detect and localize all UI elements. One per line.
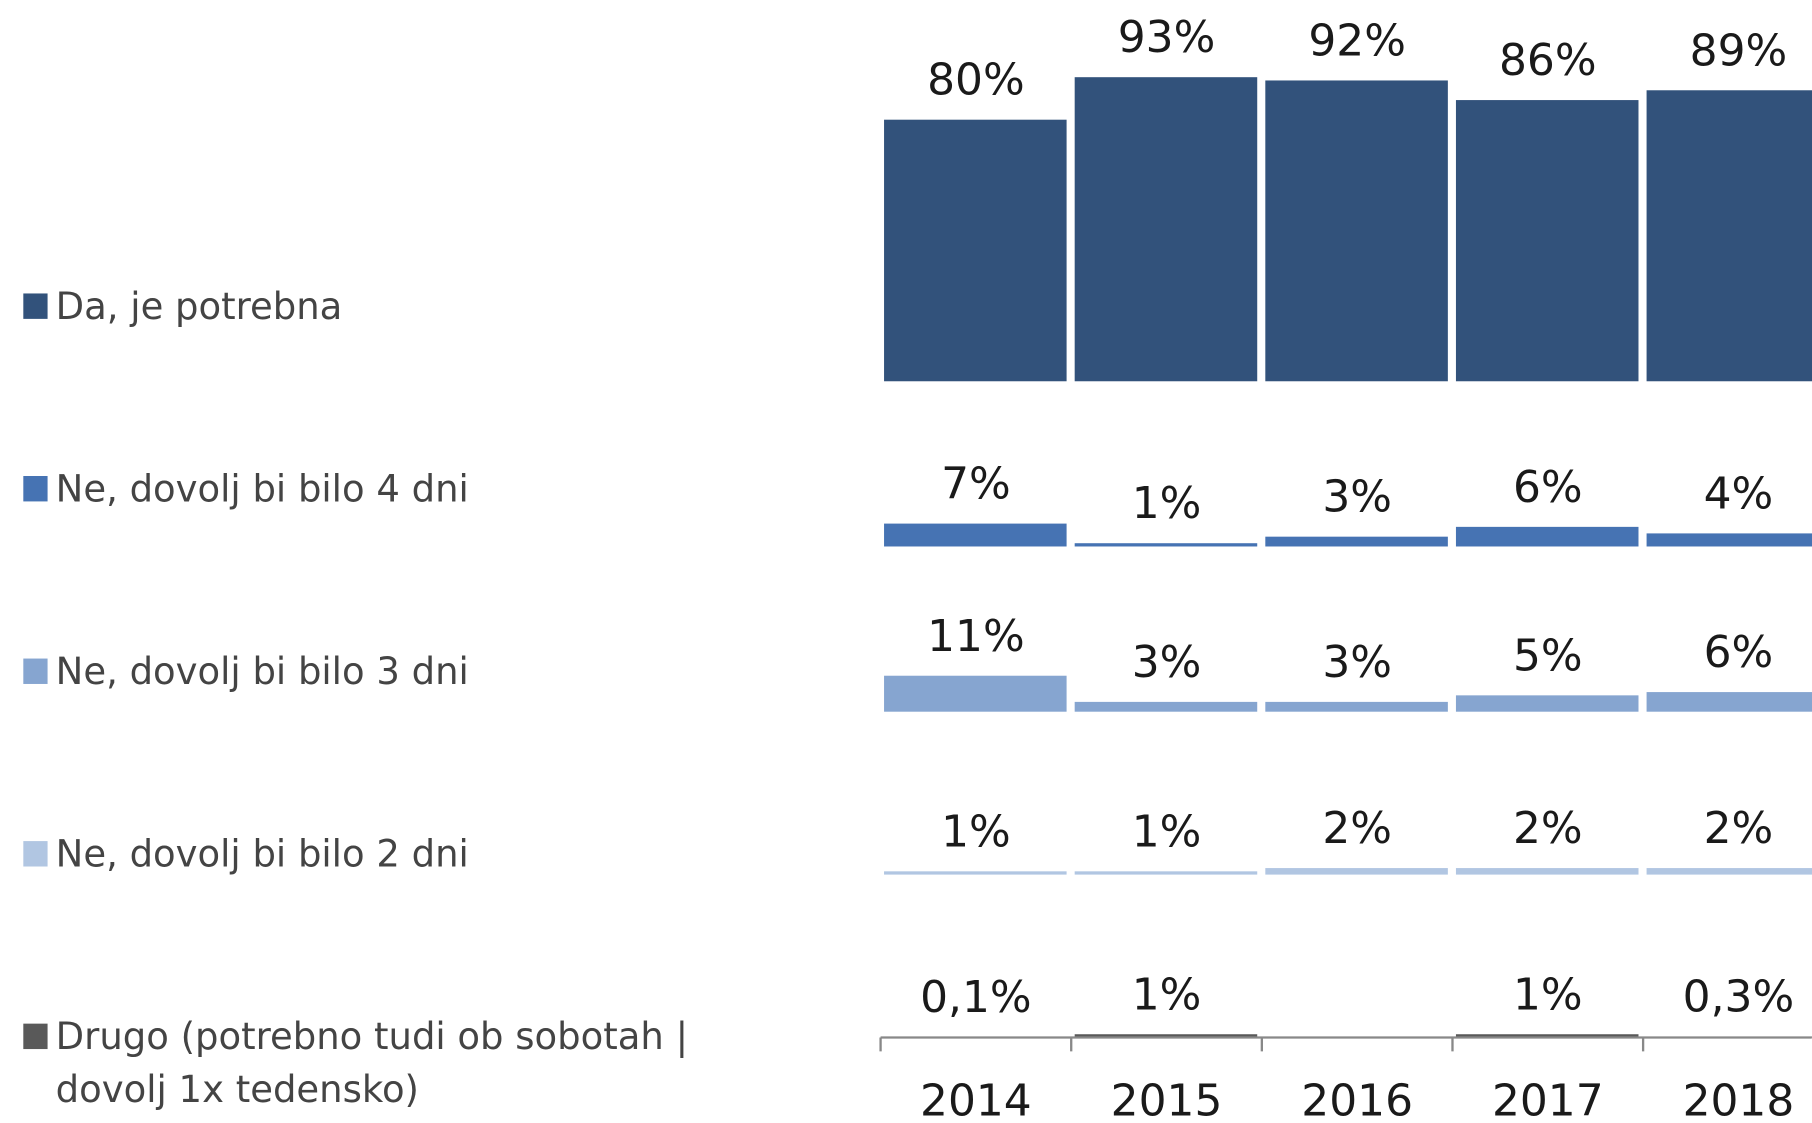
data-label: 89%: [1690, 25, 1788, 76]
legend-label: Ne, dovolj bi bilo 2 dni: [55, 831, 469, 876]
data-label: 1%: [1132, 478, 1202, 529]
data-label: 4%: [1704, 468, 1774, 519]
x-tick-label: 2015: [1111, 1075, 1223, 1123]
data-label: 2%: [1704, 803, 1774, 854]
data-label: 6%: [1513, 462, 1583, 513]
legend-swatch: [23, 658, 48, 684]
data-label: 11%: [927, 611, 1025, 662]
bar: [1455, 526, 1639, 547]
bar: [1646, 90, 1812, 382]
data-label: 2%: [1513, 803, 1583, 854]
x-tick-label: 2018: [1683, 1075, 1795, 1123]
legend-item: Ne, dovolj bi bilo 2 dni: [55, 831, 469, 876]
bar: [1074, 701, 1258, 712]
bar: [884, 523, 1067, 547]
bar: [884, 119, 1067, 382]
data-label: 1%: [1513, 969, 1583, 1020]
bar: [1265, 868, 1448, 875]
data-label: 5%: [1513, 630, 1583, 681]
data-label: 6%: [1704, 627, 1774, 678]
bar: [1455, 868, 1639, 875]
legend-label: Ne, dovolj bi bilo 3 dni: [55, 649, 469, 694]
data-label: 0,3%: [1683, 972, 1795, 1023]
bar: [1646, 533, 1812, 547]
bar: [1074, 871, 1258, 875]
legend-swatch: [23, 1023, 48, 1050]
legend-item: Da, je potrebna: [55, 284, 343, 329]
data-label: 3%: [1322, 472, 1392, 523]
bar: [1646, 692, 1812, 712]
data-label: 7%: [941, 459, 1011, 510]
bar: [884, 871, 1067, 875]
bar: [1455, 100, 1639, 382]
bar: [1455, 1034, 1639, 1038]
bar: [884, 675, 1067, 712]
data-label: 80%: [927, 55, 1025, 106]
bar: [1074, 77, 1258, 382]
bar: [1074, 543, 1258, 547]
data-label: 3%: [1322, 637, 1392, 688]
x-tick-label: 2016: [1301, 1075, 1413, 1123]
legend-swatch: [23, 293, 48, 319]
legend-label: Drugo (potrebno tudi ob sobotah | dovolj…: [55, 1014, 689, 1112]
data-label: 2%: [1322, 803, 1392, 854]
x-tick-label: 2017: [1492, 1075, 1604, 1123]
data-label: 0,1%: [920, 972, 1032, 1023]
x-tick-label: 2014: [920, 1075, 1032, 1123]
legend-item: Ne, dovolj bi bilo 4 dni: [55, 466, 469, 511]
legend-label: Da, je potrebna: [55, 284, 343, 329]
legend-swatch: [23, 841, 48, 867]
bar: [1265, 701, 1448, 712]
legend-item: Drugo (potrebno tudi ob sobotah | dovolj…: [55, 1014, 689, 1112]
bar: [1455, 695, 1639, 712]
legend-label: Ne, dovolj bi bilo 4 dni: [55, 466, 469, 511]
data-label: 92%: [1308, 15, 1406, 66]
bar: [1074, 1034, 1258, 1038]
data-label: 3%: [1132, 637, 1202, 688]
bar: [1265, 536, 1448, 547]
data-label: 1%: [941, 806, 1011, 857]
legend-swatch: [23, 476, 48, 502]
data-label: 86%: [1499, 35, 1597, 86]
data-label: 93%: [1118, 12, 1216, 63]
bar: [1646, 868, 1812, 875]
data-label: 1%: [1132, 969, 1202, 1020]
bar: [1265, 80, 1448, 382]
data-label: 1%: [1132, 806, 1202, 857]
legend-item: Ne, dovolj bi bilo 3 dni: [55, 649, 469, 694]
